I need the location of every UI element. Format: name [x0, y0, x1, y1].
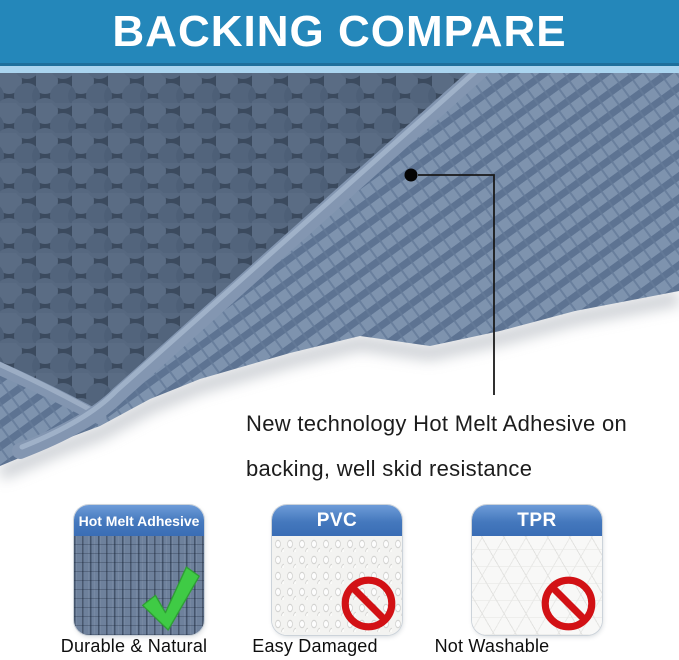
banner-title: BACKING COMPARE	[112, 6, 567, 56]
caption-tpr: Not Washable	[434, 636, 550, 656]
card-label: PVC	[316, 509, 358, 531]
bathmat-photo-illustration	[0, 73, 679, 480]
mat-front	[0, 73, 483, 415]
mat-fold-edge	[12, 73, 491, 459]
check-icon	[141, 566, 200, 631]
caption-hot-melt-adhesive: Durable & Natural	[60, 636, 208, 656]
mat-outer-edge-highlight	[0, 361, 101, 417]
card-pvc: PVC	[272, 505, 402, 635]
caption-pvc: Easy Damaged	[252, 636, 378, 656]
pvc-mesh-texture	[272, 536, 402, 635]
title-banner: BACKING COMPARE	[0, 0, 679, 66]
card-header: TPR	[472, 505, 602, 536]
callout-leader-line	[418, 174, 495, 395]
tpr-emboss-texture	[472, 536, 602, 635]
adhesive-backing-texture	[74, 536, 204, 635]
annotation-line1: New technology Hot Melt Adhesive on	[246, 411, 628, 436]
prohibition-icon	[541, 576, 596, 631]
banner-underline	[0, 66, 679, 73]
mat-fold-edge-highlight	[19, 73, 478, 450]
mat-shadow	[0, 291, 679, 480]
card-hot-melt-adhesive: Hot Melt Adhesive	[74, 505, 204, 635]
card-label: TPR	[517, 509, 557, 531]
product-photo: New technology Hot Melt Adhesive on back…	[0, 73, 679, 500]
prohibition-icon	[341, 576, 396, 631]
card-header: PVC	[272, 505, 402, 536]
annotation-text: New technology Hot Melt Adhesive on back…	[246, 401, 627, 491]
card-tpr: TPR	[472, 505, 602, 635]
card-header: Hot Melt Adhesive	[74, 505, 204, 536]
mat-backing	[0, 73, 679, 466]
callout-dot	[404, 168, 418, 182]
card-label: Hot Melt Adhesive	[78, 512, 200, 529]
annotation-line2: backing, well skid resistance	[246, 456, 533, 481]
